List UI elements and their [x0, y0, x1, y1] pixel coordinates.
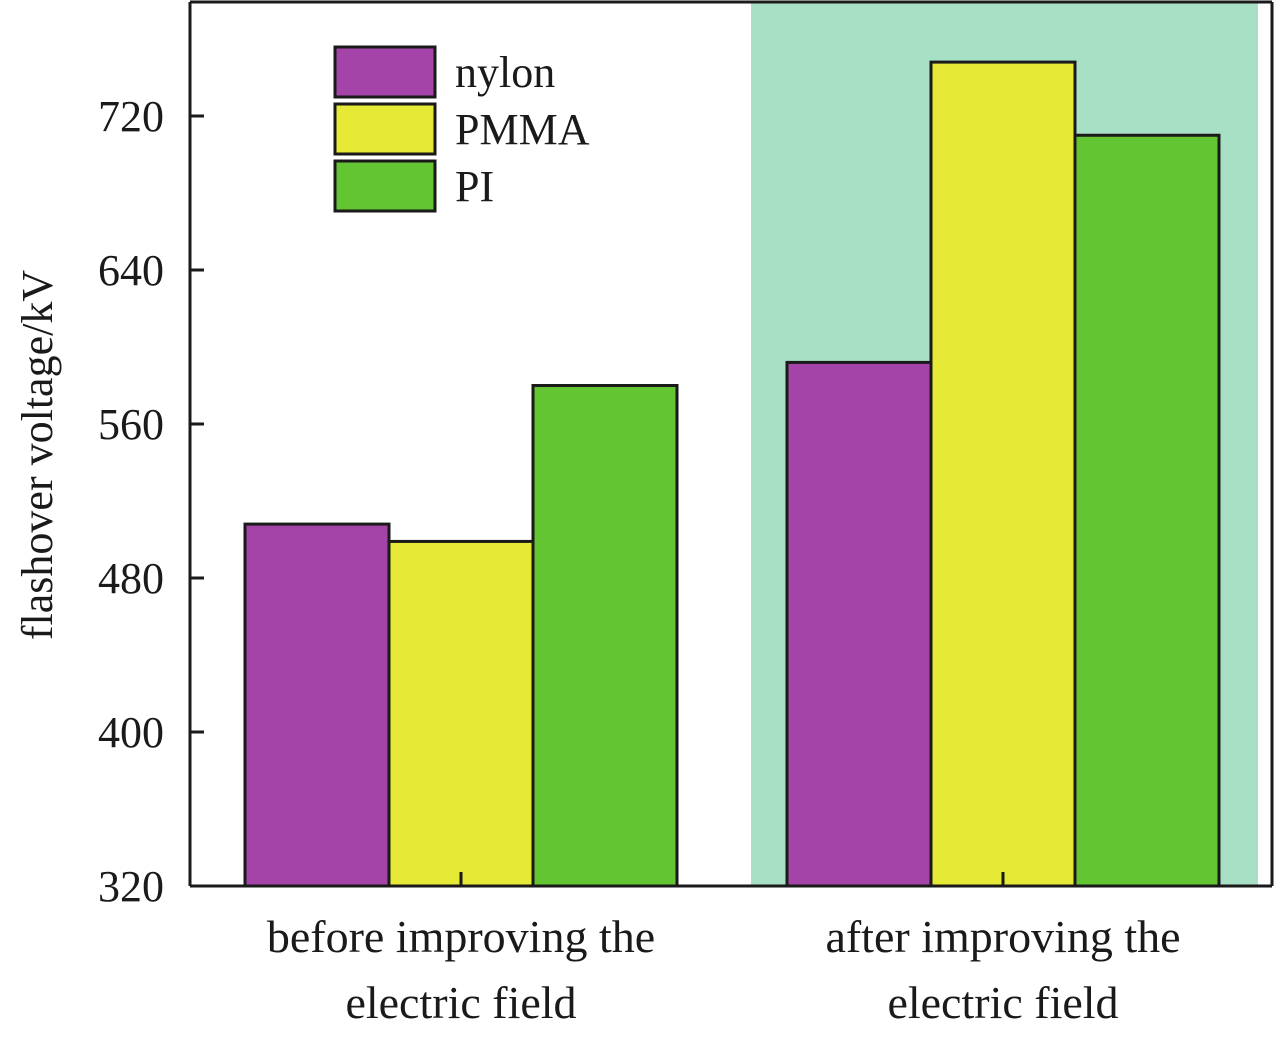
legend-swatch-nylon	[333, 45, 437, 99]
y-axis-title: flashover voltage/kV	[13, 270, 62, 640]
y-ticks-layer: 320 400 480 560 640 720	[98, 92, 204, 911]
bar-pmma-1	[929, 60, 1077, 888]
y-tick-label: 480	[98, 554, 164, 603]
bar-nylon-0	[243, 522, 391, 888]
legend-label-pmma: PMMA	[455, 105, 590, 154]
bars-layer	[243, 60, 1221, 888]
x-category-label: electric field	[345, 977, 576, 1028]
y-tick-label: 400	[98, 708, 164, 757]
y-tick-label: 720	[98, 92, 164, 141]
y-tick-label: 560	[98, 400, 164, 449]
bar-nylon-1	[785, 360, 933, 888]
x-category-label: after improving the	[825, 911, 1180, 962]
y-tick-label: 320	[98, 862, 164, 911]
bar-pi-0	[531, 384, 679, 888]
legend-label-nylon: nylon	[455, 48, 555, 97]
axes-layer	[188, 0, 1274, 888]
x-category-label: before improving the	[267, 911, 655, 962]
bar-pmma-0	[387, 539, 535, 888]
legend-swatch-pi	[333, 159, 437, 213]
bar-pi-1	[1073, 133, 1221, 888]
y-tick-label: 640	[98, 246, 164, 295]
legend-label-pi: PI	[455, 162, 494, 211]
legend-swatch-pmma	[333, 102, 437, 156]
x-category-label: electric field	[887, 977, 1118, 1028]
legend: nylon PMMA PI	[333, 45, 590, 213]
x-category-labels-layer: before improving the electric field after …	[267, 872, 1181, 1028]
